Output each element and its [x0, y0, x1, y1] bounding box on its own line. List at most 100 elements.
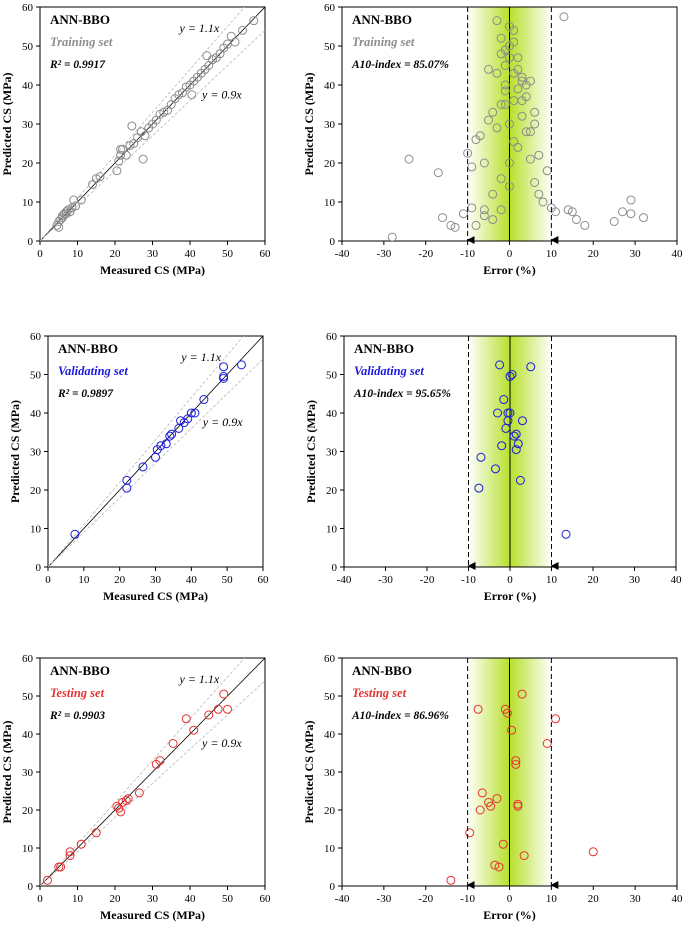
data-point — [249, 16, 259, 26]
data-point — [493, 408, 503, 418]
data-point — [486, 801, 496, 811]
data-point — [505, 181, 514, 191]
data-point — [509, 25, 519, 35]
data-point — [626, 209, 636, 219]
x-axis-label: Error (%) — [484, 589, 537, 603]
data-point — [500, 61, 510, 70]
x-tick-label: -10 — [460, 248, 475, 260]
y-tick-label: 0 — [330, 881, 336, 893]
y-tick-label: 10 — [326, 524, 338, 536]
upper-line-label: y = 1.1x — [180, 350, 221, 364]
y-tick-label: 60 — [324, 2, 336, 14]
data-point — [496, 174, 506, 184]
x-tick-label: 20 — [114, 574, 126, 586]
y-tick-label: 50 — [324, 691, 336, 703]
data-point — [112, 166, 122, 176]
data-point — [477, 788, 487, 798]
x-axis-label: Error (%) — [483, 908, 536, 922]
data-point — [76, 839, 86, 849]
lower-line-label: y = 0.9x — [201, 87, 242, 101]
y-tick-label: 40 — [324, 80, 336, 92]
data-point — [223, 704, 232, 714]
data-point — [609, 217, 619, 226]
data-point — [530, 178, 540, 187]
x-tick-label: -20 — [420, 574, 435, 586]
x-tick-label: 0 — [37, 248, 43, 260]
data-point — [484, 115, 494, 125]
data-point — [626, 195, 636, 205]
data-point — [219, 371, 229, 381]
model-label: ANN-BBO — [58, 341, 118, 356]
data-point — [121, 796, 131, 805]
data-point — [65, 207, 75, 217]
data-point — [114, 156, 124, 166]
data-point — [127, 121, 137, 131]
data-point — [492, 794, 502, 804]
data-point — [509, 96, 519, 106]
y-tick-label: 0 — [28, 881, 34, 893]
y-tick-label: 50 — [326, 370, 338, 382]
x-tick-label: -20 — [418, 893, 433, 905]
data-point — [116, 144, 126, 154]
x-tick-label: -30 — [377, 893, 392, 905]
data-point — [496, 205, 506, 215]
plot-area — [446, 658, 598, 886]
data-point — [219, 362, 229, 372]
data-point — [151, 452, 160, 462]
x-tick-label: -40 — [335, 248, 350, 260]
x-tick-label: 10 — [72, 893, 84, 905]
chart-panel-3: 0 10 20 30 40 50 60 0 10 20 30 40 50 60 Measured CS (M… — [8, 331, 270, 603]
data-point — [202, 51, 212, 61]
x-tick-label: 40 — [672, 248, 684, 260]
data-point — [122, 475, 132, 485]
data-point — [65, 851, 75, 861]
data-point — [497, 441, 507, 451]
data-point — [551, 714, 561, 724]
data-point — [71, 201, 81, 211]
data-point — [387, 232, 397, 241]
x-tick-label: 40 — [672, 893, 684, 905]
data-point — [167, 429, 177, 439]
plot-area — [40, 7, 265, 241]
data-point — [517, 416, 527, 426]
data-point — [181, 714, 191, 724]
data-point — [513, 84, 523, 94]
x-tick-label: -10 — [460, 893, 475, 905]
data-point — [213, 704, 223, 714]
x-tick-label: 10 — [546, 893, 558, 905]
data-point — [65, 847, 75, 857]
data-point — [133, 133, 142, 143]
model-label: ANN-BBO — [354, 341, 414, 356]
y-axis-label: Predicted CS (MPa) — [302, 72, 316, 175]
data-point — [500, 100, 510, 109]
x-tick-label: 30 — [150, 574, 162, 586]
data-point — [433, 168, 443, 178]
x-tick-label: 60 — [258, 574, 270, 586]
y-tick-label: 0 — [330, 236, 336, 248]
data-point — [513, 439, 523, 449]
stat-label: A10-index = 85.07% — [351, 59, 449, 71]
x-axis-label: Error (%) — [483, 263, 536, 277]
data-point — [479, 158, 489, 168]
stat-label: R² = 0.9917 — [49, 59, 106, 71]
data-point — [488, 107, 498, 117]
x-tick-label: 40 — [185, 248, 197, 260]
data-point — [530, 107, 540, 117]
data-point — [509, 137, 519, 147]
lower-line-label: y = 0.9x — [202, 415, 243, 429]
data-point — [467, 162, 477, 172]
data-point — [54, 222, 64, 232]
y-axis-label: Predicted CS (MPa) — [304, 400, 318, 503]
data-point — [509, 431, 519, 441]
set-label: Validating set — [354, 364, 424, 378]
y-tick-label: 60 — [324, 653, 336, 665]
data-point — [505, 408, 515, 418]
data-point — [513, 142, 523, 152]
x-tick-label: -20 — [418, 248, 433, 260]
y-tick-label: 10 — [324, 843, 336, 855]
data-point — [534, 150, 544, 160]
data-point — [505, 41, 514, 51]
y-axis-label: Predicted CS (MPa) — [8, 400, 22, 503]
data-point — [500, 86, 510, 96]
y-tick-label: 40 — [324, 729, 336, 741]
